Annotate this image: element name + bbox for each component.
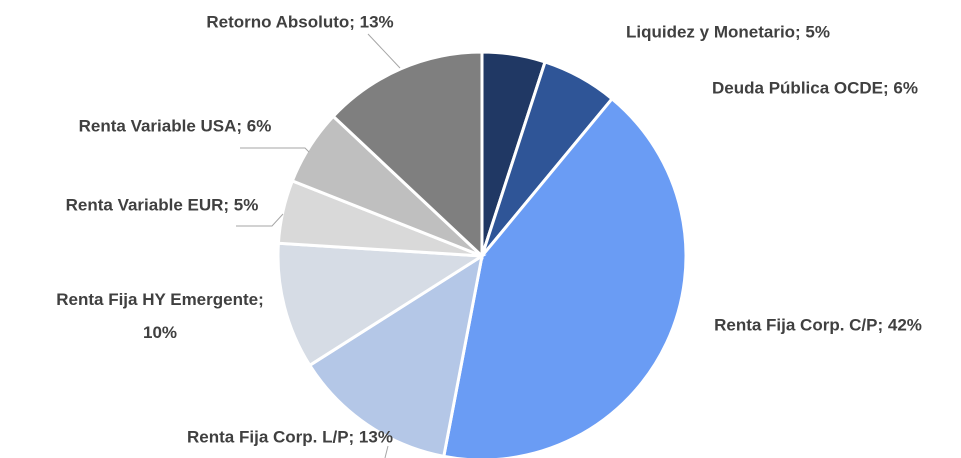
leader-line <box>240 147 310 153</box>
data-label: Deuda Pública OCDE; 6% <box>712 78 918 98</box>
pie-slice <box>276 241 487 368</box>
data-label: Renta Fija HY Emergente; 10% <box>56 290 264 342</box>
data-label: Retorno Absoluto; 13% <box>206 12 394 32</box>
leader-line <box>384 445 389 458</box>
data-label: Renta Fija Corp. C/P; 42% <box>714 315 922 335</box>
data-label: Renta Variable USA; 6% <box>78 116 272 136</box>
leader-line <box>367 33 401 69</box>
pie-slice <box>442 96 688 458</box>
data-label: Liquidez y Monetario; 5% <box>625 22 831 42</box>
leader-line <box>236 213 284 227</box>
pie-slice <box>331 50 484 260</box>
data-label: Renta Variable EUR; 5% <box>65 195 259 215</box>
pie-slice <box>307 252 485 458</box>
data-label: Renta Fija Corp. L/P; 13% <box>187 427 393 447</box>
